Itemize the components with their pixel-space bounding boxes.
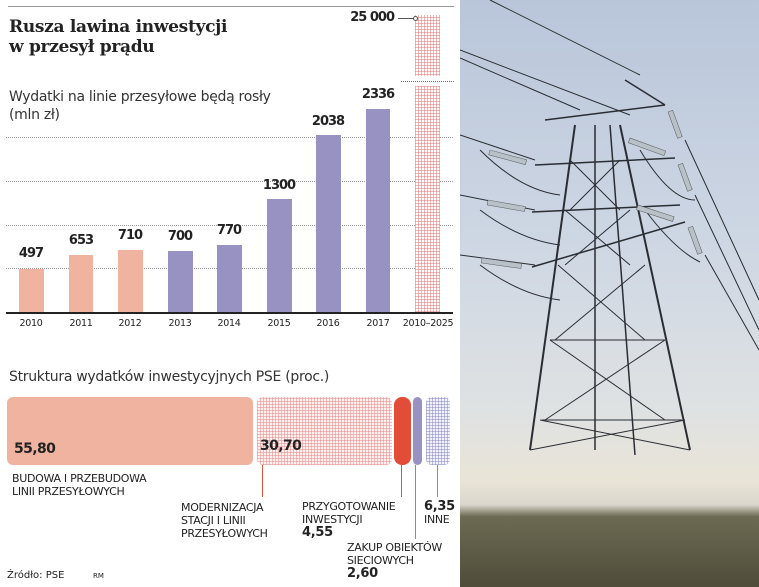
bar-2014: [217, 245, 242, 312]
bar-2012: [118, 250, 143, 312]
top-rule: [8, 6, 454, 7]
leader-line: [437, 465, 438, 497]
segment-value: 55,80: [14, 441, 56, 457]
category-label-budowa: Budowa i przebudowa linii przesyłowych: [12, 472, 147, 498]
x-tick-label: 2010: [19, 318, 43, 329]
segment-inne: [426, 397, 450, 465]
leader-line: [262, 465, 263, 497]
segment-budowa: [7, 397, 253, 465]
x-tick-label: 2012: [118, 318, 142, 329]
axis-break-line: [401, 81, 454, 82]
gridline: [6, 181, 453, 182]
category-label-inne: 6,35 Inne: [424, 499, 455, 526]
x-tick-label: 2010–2025: [402, 318, 454, 329]
value-label: 2336: [361, 87, 395, 102]
x-tick-label: 2014: [217, 318, 241, 329]
x-tick-label: 2013: [168, 318, 192, 329]
value-label: 1300: [262, 178, 296, 193]
gridline: [6, 137, 453, 138]
bar-2016: [316, 135, 341, 312]
segment-zakup: [413, 397, 422, 465]
value-label: 25 000: [350, 10, 395, 25]
power-pylon-photo: [460, 0, 759, 587]
value-label: 2038: [311, 114, 345, 129]
bar-2010-2025: [415, 15, 440, 312]
value-leader-line: [398, 18, 415, 19]
value-label: 700: [167, 229, 193, 244]
x-tick-label: 2016: [316, 318, 340, 329]
segment-value: 30,70: [260, 438, 302, 454]
value-label: 653: [68, 233, 94, 248]
x-tick-label: 2017: [366, 318, 390, 329]
chart-title: Rusza lawina inwestycji w przesył prądu: [9, 17, 228, 57]
bar-2010: [19, 269, 44, 312]
segment-modernizacja: [257, 397, 392, 465]
segment-przygotowanie: [394, 397, 411, 465]
author-credit: RM: [93, 572, 104, 580]
leader-line: [401, 465, 402, 497]
structure-title: Struktura wydatków inwestycyjnych PSE (p…: [9, 369, 330, 385]
infographic-panel: Rusza lawina inwestycji w przesył prądu …: [6, 6, 456, 581]
leader-line: [415, 465, 416, 539]
x-axis: [6, 312, 453, 314]
category-label-przygotowanie: Przygotowanie inwestycji 4,55: [302, 500, 396, 540]
gridline: [6, 225, 453, 226]
bar-2017: [366, 109, 390, 312]
value-leader-dot: [413, 16, 418, 21]
x-tick-label: 2011: [69, 318, 93, 329]
category-label-zakup: Zakup obiektów sieciowych 2,60: [347, 541, 442, 581]
x-tick-label: 2015: [267, 318, 291, 329]
category-label-modernizacja: Modernizacja stacji i linii przesyłowych: [181, 501, 268, 540]
bar-2015: [267, 199, 292, 312]
value-label: 770: [216, 223, 242, 238]
bar-2011: [69, 255, 93, 312]
value-label: 710: [117, 228, 143, 243]
value-label: 497: [18, 246, 44, 261]
pylon-illustration: [460, 0, 759, 456]
bar-2013: [168, 251, 193, 312]
source-note: Źródło: PSE: [7, 570, 65, 581]
chart-subtitle: Wydatki na linie przesyłowe będą rosły (…: [9, 89, 271, 123]
